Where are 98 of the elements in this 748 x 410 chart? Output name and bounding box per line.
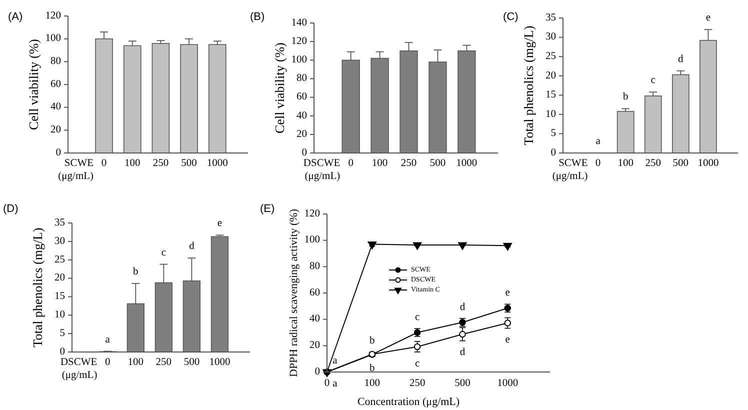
x-tick-label: 500 bbox=[454, 378, 470, 389]
data-label: c bbox=[414, 358, 420, 370]
x-tick-label: 0 bbox=[595, 158, 601, 169]
y-tick-label: 10 bbox=[546, 108, 556, 120]
y-tick-label: 0 bbox=[56, 147, 61, 158]
data-label: a bbox=[332, 355, 338, 366]
x-tick-label: 250 bbox=[152, 158, 169, 169]
y-tick-label: 120 bbox=[45, 10, 61, 22]
data-label: b bbox=[622, 92, 628, 103]
y-tick-label: 25 bbox=[546, 50, 556, 62]
chart-title: (E) bbox=[260, 203, 275, 215]
y-tick-label: 0 bbox=[60, 346, 65, 358]
data-label: d bbox=[189, 241, 196, 252]
y-axis-title: DPPH radical scavenging activity (%) bbox=[288, 208, 300, 378]
y-tick-label: 0 bbox=[314, 366, 320, 378]
data-label: e bbox=[706, 12, 711, 24]
y-tick-label: 20 bbox=[50, 124, 61, 136]
y-tick-label: 80 bbox=[310, 261, 320, 272]
y-tick-label: 80 bbox=[296, 73, 307, 84]
x-axis-title: SCWE (μg/mL) bbox=[552, 158, 588, 182]
y-tick-label: 120 bbox=[291, 36, 307, 47]
y-tick-label: 120 bbox=[304, 208, 320, 220]
x-tick-label: 1000 bbox=[206, 158, 228, 169]
x-tick-label: 100 bbox=[364, 378, 380, 389]
x-tick-label: 500 bbox=[181, 158, 197, 169]
data-label: e bbox=[505, 334, 510, 346]
chart-title: (A) bbox=[8, 11, 23, 23]
x-tick-label: 1000 bbox=[456, 158, 478, 169]
x-tick-label: 100 bbox=[618, 158, 634, 169]
x-tick-label: 250 bbox=[156, 357, 172, 368]
data-label: d bbox=[460, 347, 466, 358]
y-tick-label: 35 bbox=[546, 12, 556, 24]
y-tick-label: 0 bbox=[550, 147, 556, 158]
data-label: c bbox=[414, 312, 420, 323]
y-tick-label: 30 bbox=[546, 32, 556, 43]
data-label: c bbox=[161, 247, 166, 258]
x-tick-label: 250 bbox=[409, 378, 426, 389]
y-tick-label: 15 bbox=[54, 291, 65, 302]
y-tick-label: 20 bbox=[546, 70, 556, 82]
y-axis-title: Cell viability (%) bbox=[26, 39, 41, 130]
data-label: b bbox=[370, 362, 375, 374]
y-tick-label: 30 bbox=[54, 236, 65, 247]
x-tick-label: 1000 bbox=[497, 378, 518, 389]
y-tick-label: 80 bbox=[50, 56, 61, 68]
y-tick-label: 40 bbox=[50, 102, 61, 113]
y-tick-label: 40 bbox=[310, 314, 320, 325]
x-tick-label: 500 bbox=[184, 357, 200, 368]
x-tick-label: 1000 bbox=[209, 357, 230, 368]
y-tick-label: 0 bbox=[302, 147, 307, 158]
x-axis-title: DSCWE (μg/mL) bbox=[60, 357, 98, 381]
y-tick-label: 20 bbox=[310, 340, 320, 352]
y-tick-label: 100 bbox=[45, 33, 61, 44]
x-tick-label: 100 bbox=[128, 357, 144, 368]
chart-title: (B) bbox=[250, 11, 265, 23]
x-tick-label: 0 bbox=[105, 357, 110, 368]
y-tick-label: 5 bbox=[550, 128, 556, 140]
y-tick-label: 25 bbox=[54, 254, 65, 266]
y-tick-label: 10 bbox=[54, 310, 65, 321]
y-tick-label: 140 bbox=[291, 17, 307, 28]
x-tick-label: 500 bbox=[430, 158, 446, 169]
y-axis-title: Total phenolics (mg/L) bbox=[521, 26, 536, 146]
y-tick-label: 5 bbox=[60, 328, 65, 339]
y-axis-title: Total phenolics (mg/L) bbox=[30, 228, 45, 348]
x-axis-title: SCWE (μg/mL) bbox=[58, 158, 94, 182]
y-tick-label: 15 bbox=[546, 90, 556, 101]
x-tick-label: 250 bbox=[645, 158, 661, 169]
x-tick-label: 0 bbox=[348, 158, 354, 169]
data-label: e bbox=[217, 218, 222, 230]
data-label: c bbox=[650, 75, 656, 86]
y-tick-label: 60 bbox=[296, 92, 307, 103]
data-label: e bbox=[505, 288, 510, 299]
data-label: d bbox=[460, 302, 466, 313]
x-tick-label: 0 bbox=[324, 378, 330, 389]
y-tick-label: 40 bbox=[296, 110, 307, 122]
x-tick-label: 500 bbox=[672, 158, 689, 169]
data-label: b bbox=[133, 266, 138, 278]
y-tick-label: 100 bbox=[304, 234, 320, 246]
x-axis-title: Concentration (μg/mL) bbox=[357, 396, 460, 408]
x-tick-label: 1000 bbox=[698, 158, 719, 169]
x-tick-label: 100 bbox=[124, 158, 140, 169]
data-label: b bbox=[370, 336, 375, 347]
y-tick-label: 20 bbox=[296, 128, 307, 140]
chart-title: (D) bbox=[3, 203, 18, 215]
y-tick-label: 60 bbox=[50, 78, 61, 90]
chart-title: (C) bbox=[503, 11, 518, 23]
y-tick-label: 20 bbox=[54, 272, 65, 284]
x-tick-label: 0 bbox=[101, 158, 107, 169]
data-label: d bbox=[678, 54, 684, 65]
y-tick-label: 35 bbox=[54, 217, 65, 228]
y-axis-title: Cell viability (%) bbox=[272, 42, 287, 134]
data-label: a bbox=[596, 136, 601, 147]
x-axis-title: DSCWE (μg/mL) bbox=[303, 158, 341, 182]
y-tick-label: 60 bbox=[310, 287, 320, 298]
x-tick-label: 100 bbox=[372, 158, 388, 169]
data-label: a bbox=[105, 334, 110, 346]
x-tick-label: 250 bbox=[400, 158, 417, 169]
y-tick-label: 100 bbox=[291, 54, 307, 66]
data-label: a bbox=[332, 378, 338, 390]
